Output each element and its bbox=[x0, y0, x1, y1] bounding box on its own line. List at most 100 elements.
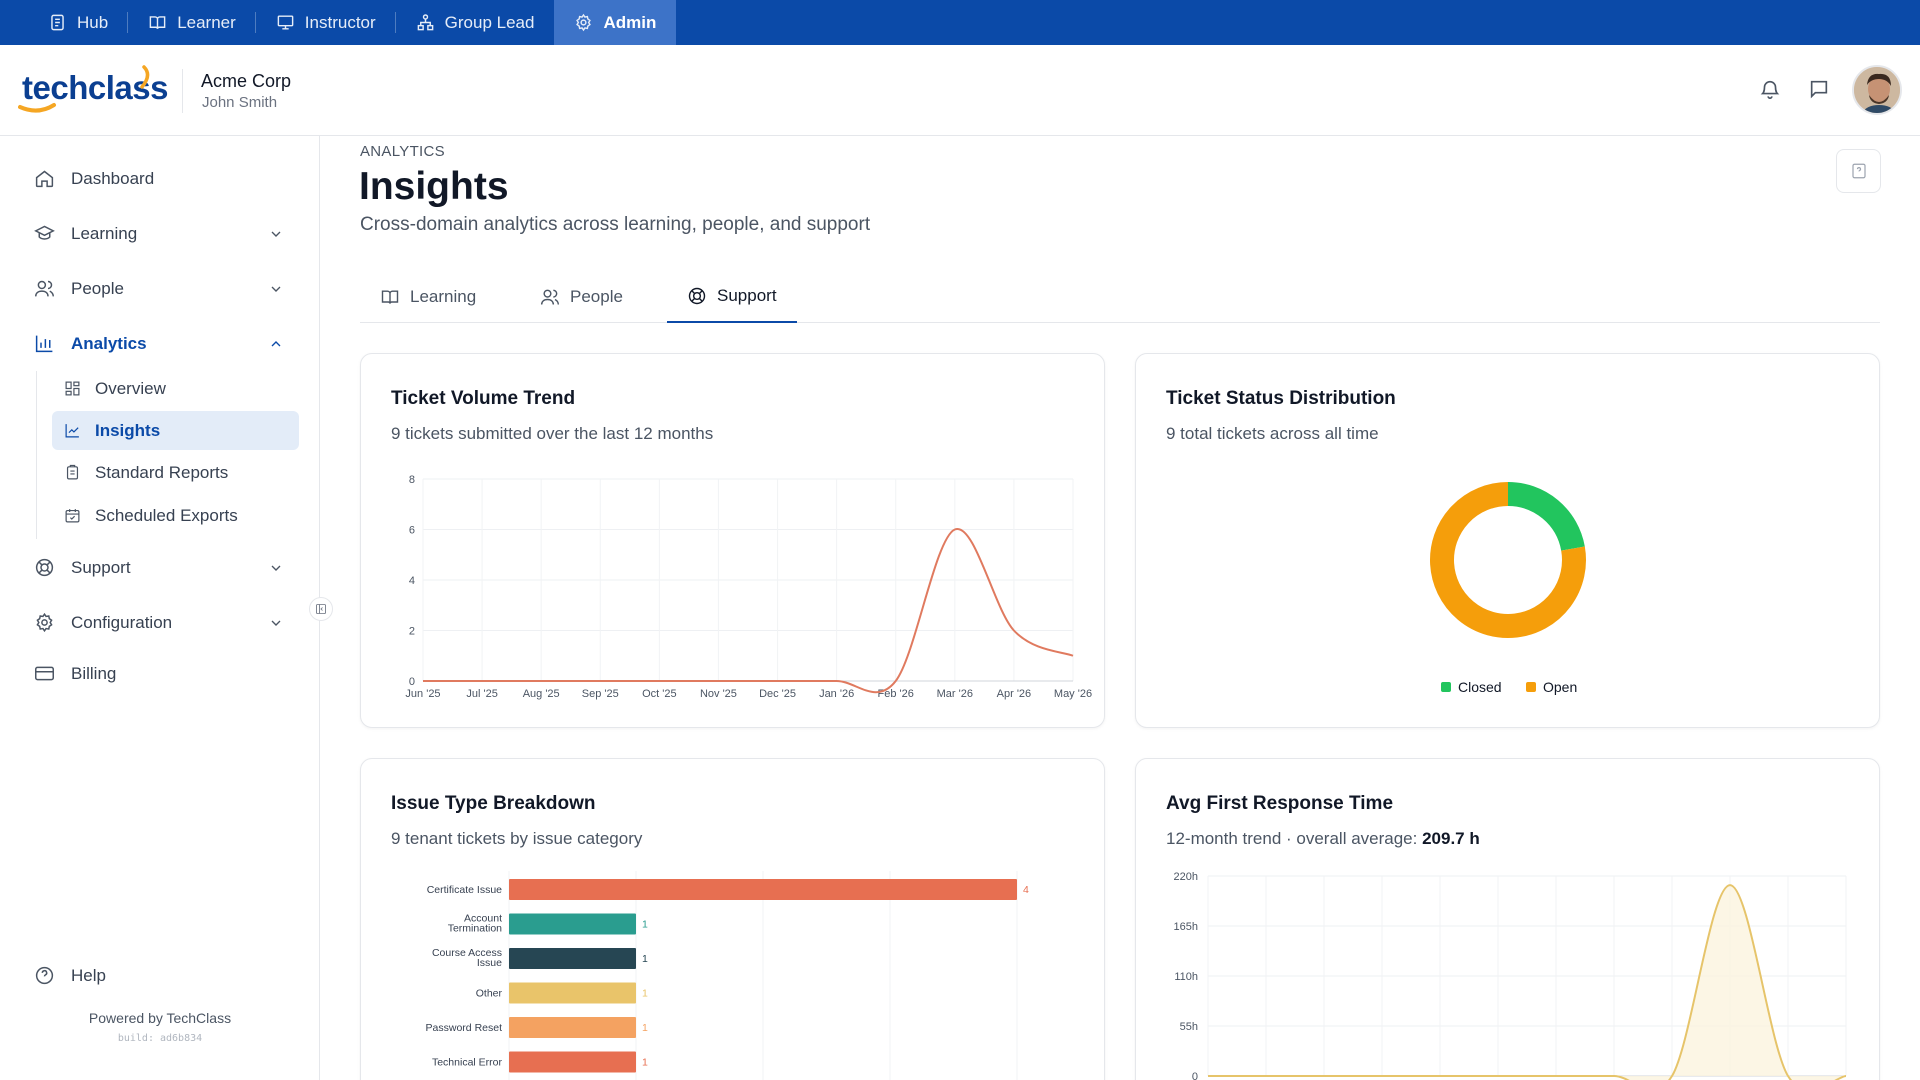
category-label: Other bbox=[476, 988, 503, 1000]
sidebar-item-learning[interactable]: Learning bbox=[34, 223, 284, 244]
user-photo-icon bbox=[1854, 67, 1900, 113]
org-name[interactable]: Acme Corp bbox=[201, 71, 292, 91]
chat-icon bbox=[1810, 80, 1828, 99]
breadcrumb: ANALYTICS bbox=[360, 143, 445, 160]
top-tab-label: Admin bbox=[603, 12, 657, 32]
tab-label: People bbox=[570, 286, 623, 306]
card-subtitle: 9 tenant tickets by issue category bbox=[391, 829, 643, 848]
category-label: Password Reset bbox=[426, 1022, 503, 1034]
y-tick-label: 55h bbox=[1180, 1021, 1198, 1033]
insights-tabs: Learning People Support bbox=[360, 270, 1880, 323]
home-icon bbox=[35, 170, 54, 188]
y-tick-label: 165h bbox=[1174, 921, 1198, 933]
category-label: Technical Error bbox=[432, 1057, 503, 1069]
sidebar-subitem-standard-reports[interactable]: Standard Reports bbox=[52, 453, 299, 492]
sidebar-collapse-button[interactable] bbox=[309, 597, 333, 621]
bell-icon bbox=[1760, 80, 1780, 99]
app-header: techclass Acme Corp John Smith bbox=[0, 45, 1920, 136]
notifications-button[interactable] bbox=[1759, 78, 1783, 102]
bar-value-label: 1 bbox=[642, 1057, 648, 1069]
page-help-button[interactable] bbox=[1836, 149, 1881, 193]
page-title: Insights bbox=[359, 165, 509, 208]
bar bbox=[509, 948, 636, 969]
top-tab-admin[interactable]: Admin bbox=[554, 0, 677, 45]
sidebar-item-help[interactable]: Help bbox=[34, 965, 284, 986]
bar-value-label: 1 bbox=[642, 919, 648, 931]
sidebar-item-people[interactable]: People bbox=[34, 278, 284, 299]
tab-support[interactable]: Support bbox=[667, 270, 797, 323]
hierarchy-icon bbox=[417, 14, 433, 31]
help-circle-icon bbox=[35, 966, 54, 985]
top-tab-label: Group Lead bbox=[444, 12, 535, 32]
top-tab-hub[interactable]: Hub bbox=[28, 0, 129, 45]
sidebar-item-label: Billing bbox=[71, 663, 117, 683]
sidebar-subitem-label: Overview bbox=[95, 378, 166, 398]
card-title: Ticket Status Distribution bbox=[1166, 388, 1396, 409]
card-subtitle: 9 total tickets across all time bbox=[1166, 424, 1379, 443]
y-tick-label: 6 bbox=[409, 525, 415, 537]
top-tab-instructor[interactable]: Instructor bbox=[256, 0, 396, 45]
line-chart-icon bbox=[65, 424, 79, 438]
sidebar-subitem-overview[interactable]: Overview bbox=[52, 369, 299, 408]
category-label: Certificate Issue bbox=[427, 884, 502, 896]
sidebar-subitem-label: Insights bbox=[95, 420, 161, 440]
chevron-down-icon bbox=[271, 565, 281, 571]
y-tick-label: 2 bbox=[409, 626, 415, 638]
issue-type-card: Issue Type Breakdown 9 tenant tickets by… bbox=[360, 758, 1105, 1080]
ticket-status-chart: Closed Open bbox=[1430, 482, 1586, 695]
series-line bbox=[423, 528, 1074, 694]
gear-icon bbox=[36, 612, 53, 633]
y-tick-label: 110h bbox=[1174, 971, 1198, 983]
tab-learning[interactable]: Learning bbox=[380, 270, 476, 323]
donut-slice bbox=[1507, 482, 1585, 552]
sidebar-item-configuration[interactable]: Configuration bbox=[34, 612, 284, 633]
bar bbox=[509, 982, 636, 1004]
tab-people[interactable]: People bbox=[540, 270, 623, 323]
ticket-volume-chart: 0 2 4 6 8 Jun '25 Jul '25 Aug '25 Sep '25 Oct '25… bbox=[405, 474, 1092, 700]
y-tick-label: 0 bbox=[1192, 1071, 1198, 1080]
response-time-chart: 0 55h 110h 165h 220h bbox=[1174, 871, 1847, 1080]
sidebar-subitem-label: Scheduled Exports bbox=[95, 505, 238, 525]
top-tab-learner[interactable]: Learner bbox=[128, 0, 256, 45]
donut-slice bbox=[1430, 482, 1586, 638]
x-tick-label: Dec '25 bbox=[759, 688, 796, 700]
category-label: Course Access bbox=[432, 947, 502, 959]
user-name: John Smith bbox=[202, 94, 278, 111]
sidebar-item-label: Learning bbox=[71, 223, 138, 243]
x-tick-label: Jul '25 bbox=[466, 688, 497, 700]
users-icon bbox=[540, 289, 560, 305]
bar-chart-icon bbox=[35, 335, 53, 353]
messages-button[interactable] bbox=[1808, 78, 1832, 102]
x-tick-label: Jun '25 bbox=[405, 688, 440, 700]
gear-icon bbox=[576, 13, 592, 32]
document-icon bbox=[51, 14, 64, 31]
graduation-cap-icon bbox=[34, 225, 55, 240]
chevron-up-icon bbox=[271, 340, 281, 346]
bar bbox=[509, 1051, 636, 1073]
sidebar-subitem-insights[interactable]: Insights bbox=[52, 411, 299, 450]
bar bbox=[509, 913, 636, 935]
logo[interactable]: techclass bbox=[22, 69, 168, 106]
presentation-icon bbox=[277, 15, 294, 30]
legend-label: Open bbox=[1543, 679, 1577, 695]
overall-average-value: 209.7 h bbox=[1422, 829, 1480, 848]
sidebar-toggle-icon bbox=[316, 604, 326, 614]
powered-by: Powered by TechClass bbox=[88, 1010, 232, 1026]
sidebar-item-dashboard[interactable]: Dashboard bbox=[34, 168, 284, 189]
sidebar-item-support[interactable]: Support bbox=[34, 557, 284, 578]
sidebar-item-billing[interactable]: Billing bbox=[34, 663, 284, 684]
avatar[interactable] bbox=[1852, 65, 1902, 115]
bar bbox=[509, 879, 1017, 900]
ticket-volume-card: Ticket Volume Trend 9 tickets submitted … bbox=[360, 353, 1105, 728]
top-tab-group-lead[interactable]: Group Lead bbox=[396, 0, 555, 45]
logo-swoosh-icon bbox=[18, 65, 150, 113]
x-tick-label: Aug '25 bbox=[523, 688, 560, 700]
y-tick-label: 4 bbox=[409, 575, 415, 587]
sidebar-subitem-scheduled-exports[interactable]: Scheduled Exports bbox=[52, 496, 299, 535]
card-subtitle: 9 tickets submitted over the last 12 mon… bbox=[391, 424, 714, 443]
top-tab-label: Hub bbox=[77, 12, 109, 32]
book-icon bbox=[381, 289, 399, 304]
sidebar-item-analytics[interactable]: Analytics bbox=[34, 333, 284, 354]
x-tick-label: Jan '26 bbox=[819, 688, 854, 700]
